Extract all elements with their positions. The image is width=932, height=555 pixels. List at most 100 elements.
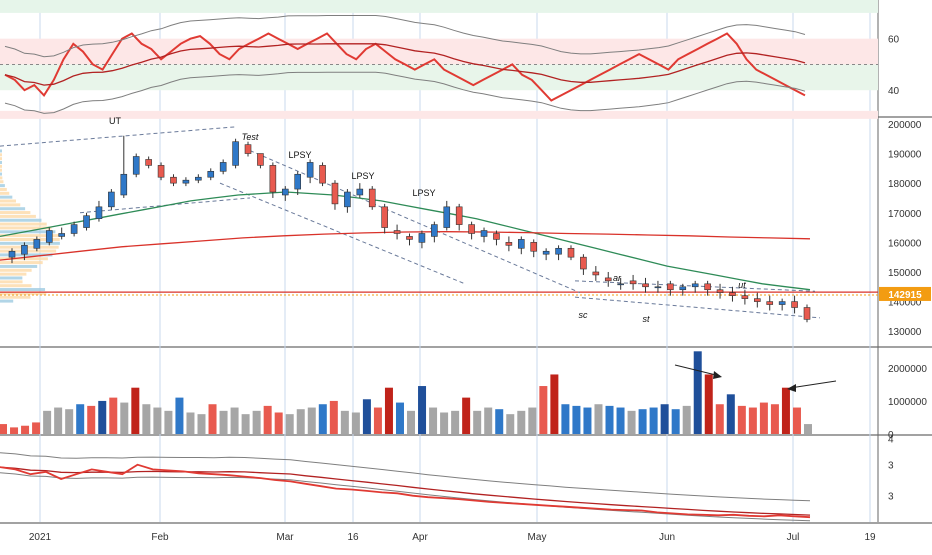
candle-body <box>455 206 463 225</box>
volume-bar <box>804 424 812 434</box>
volume-profile-bar <box>0 295 31 299</box>
price-y-tick-label: 140000 <box>888 298 922 309</box>
volume-profile-bar <box>0 195 13 199</box>
candle-body <box>8 250 16 258</box>
rsi-upper-envelope <box>4 15 806 58</box>
pattern-annotation: LPSY <box>412 188 435 198</box>
volume-profile-bar <box>0 222 47 226</box>
volume-bar <box>21 425 30 434</box>
x-tick-label: 2021 <box>29 532 52 543</box>
rsi-lower-band <box>0 64 878 91</box>
candle-body <box>716 289 724 294</box>
volume-profile-bar <box>0 161 2 165</box>
volume-bar <box>10 427 19 434</box>
volume-profile-bar <box>0 214 36 218</box>
volume-profile-bar <box>0 149 2 153</box>
volume-bar <box>252 410 261 434</box>
pattern-annotation: Test <box>242 132 259 142</box>
volume-bar <box>87 405 96 434</box>
candle-body <box>120 173 128 196</box>
rsi-upper-band <box>0 38 878 65</box>
candle-body <box>741 295 749 299</box>
volume-bar <box>726 394 735 434</box>
volume-y-tick-label: 0 <box>888 430 894 441</box>
candle-body <box>319 165 326 184</box>
candle-body <box>431 224 438 237</box>
volume-bar <box>0 424 7 434</box>
volume-bar <box>285 414 294 434</box>
volume-bar <box>473 410 482 434</box>
candle-body <box>493 233 500 240</box>
volume-profile-bar <box>0 253 53 257</box>
volume-profile-bar <box>0 299 14 303</box>
volume-profile-bar <box>0 291 47 295</box>
candle-body <box>642 283 649 288</box>
volume-bar <box>616 407 625 434</box>
volume-bar <box>340 410 349 434</box>
sma-short-line <box>0 191 811 291</box>
price-y-tick-label: 150000 <box>888 268 922 279</box>
pattern-annotation: st <box>642 314 650 324</box>
volume-profile-bar <box>0 237 60 241</box>
rsi-y-tick-label: 40 <box>888 86 900 97</box>
volume-bar <box>153 407 162 434</box>
candle-body <box>555 247 562 255</box>
volume-bar <box>748 407 757 434</box>
volume-bar <box>462 397 471 434</box>
candle-body <box>406 236 413 240</box>
volume-bar <box>451 410 460 434</box>
volume-bar <box>561 404 570 434</box>
volume-profile-bar <box>0 218 42 222</box>
volume-profile-bar <box>0 268 32 272</box>
candle-body <box>306 162 314 178</box>
x-tick-label: Jun <box>659 532 675 543</box>
volume-profile-bar <box>0 264 38 268</box>
sma-long-line <box>0 231 811 261</box>
volume-profile-bar <box>0 180 4 184</box>
volume-bar <box>495 409 504 434</box>
price-y-tick-label: 170000 <box>888 209 922 220</box>
candle-body <box>83 215 90 228</box>
downtrend-upper-line <box>249 150 581 294</box>
volume-bar <box>704 374 713 434</box>
axes-layer: 2021 Feb Mar 16 Apr May Jun Jul 19 60 40 200000 1900… <box>29 35 931 543</box>
volume-profile-bar <box>0 249 57 253</box>
lower-y-tick-label: 3 <box>888 492 894 503</box>
candle-body <box>604 277 612 282</box>
volume-profile-bar <box>0 272 27 276</box>
volume-bar <box>418 386 427 434</box>
volume-bar <box>605 405 614 434</box>
x-tick-label: 16 <box>347 532 359 543</box>
candle-body <box>480 230 488 237</box>
candle-body <box>132 156 140 175</box>
candle-body <box>195 176 202 181</box>
candle-body <box>170 176 177 184</box>
candle-body <box>331 182 339 205</box>
volume-profile-bar <box>0 191 10 195</box>
volume-profile-bar <box>0 184 5 188</box>
volume-bar <box>440 412 449 434</box>
volume-profile-bar <box>0 153 2 157</box>
volume-bar <box>770 404 779 434</box>
volume-bar <box>759 402 768 434</box>
pattern-annotation: LPSY <box>288 150 311 160</box>
annotation-layer: UT Test LPSY LPSY LPSY ar sc st ut <box>109 116 837 392</box>
candle-body <box>567 247 575 258</box>
pattern-annotation: sc <box>579 310 589 320</box>
pattern-annotation: LPSY <box>351 171 374 181</box>
candle-body <box>617 283 624 286</box>
volume-profile-bar <box>0 284 32 288</box>
volume-profile-bar <box>0 199 16 203</box>
candle-body <box>182 179 190 184</box>
x-tick-label: Feb <box>151 532 169 543</box>
volume-bar <box>65 409 74 434</box>
candle-body <box>58 233 65 237</box>
volume-bar <box>627 410 636 434</box>
candle-body <box>95 206 103 219</box>
volume-bar <box>671 409 680 434</box>
candle-body <box>580 256 587 270</box>
candle-body <box>530 242 538 252</box>
volume-profile-bar <box>0 157 2 161</box>
arrow-head-left <box>713 371 722 379</box>
